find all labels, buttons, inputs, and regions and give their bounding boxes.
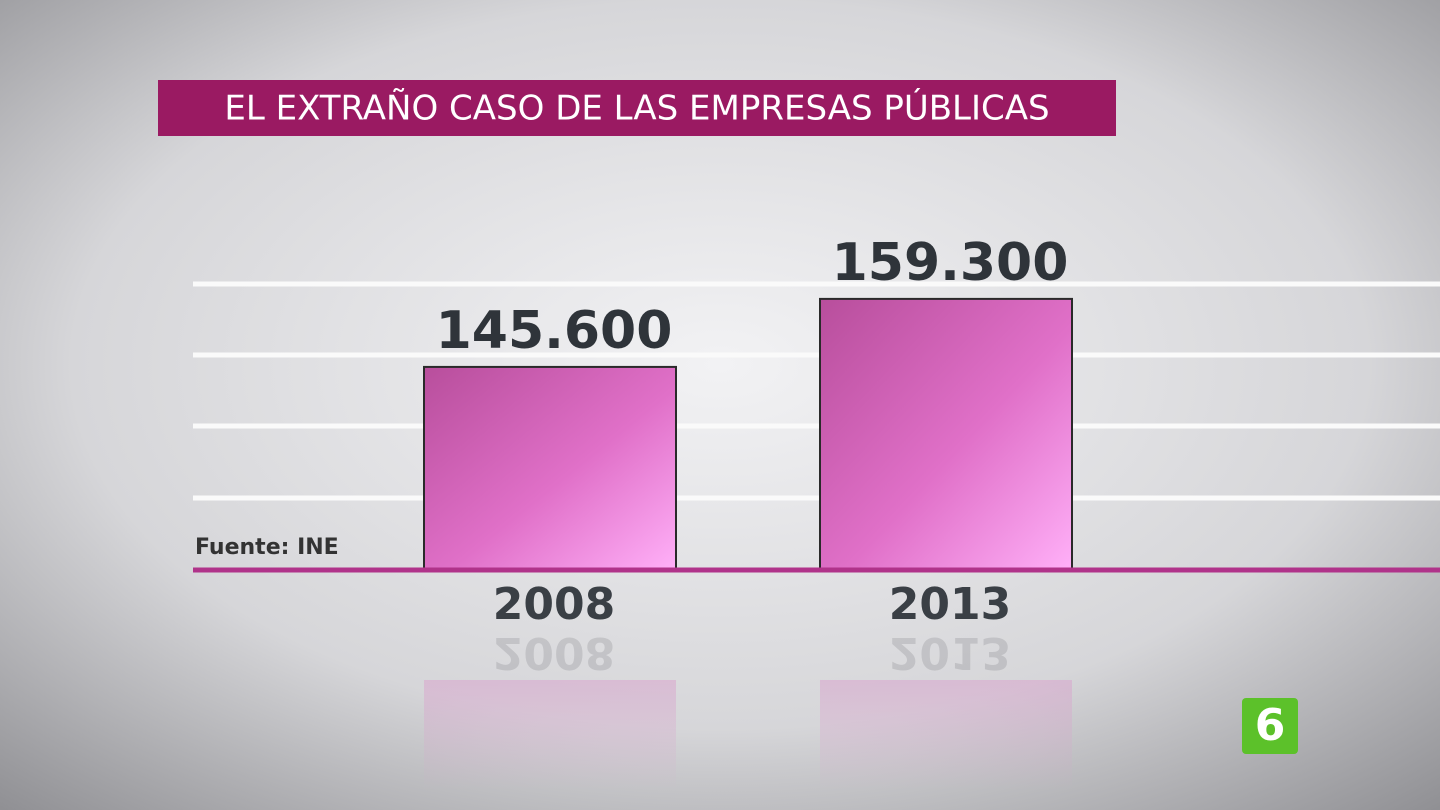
- bar: [423, 365, 677, 571]
- x-tick-label-reflection: 2008: [493, 627, 615, 678]
- value-label: 145.600: [436, 301, 673, 361]
- bar: [819, 297, 1073, 571]
- x-tick-label: 2013: [889, 579, 1011, 630]
- source: Fuente: INE: [195, 535, 339, 560]
- x-tick-label: 2008: [493, 579, 615, 630]
- channel-logo: [1242, 698, 1298, 754]
- x-tick-label-reflection: 2013: [889, 627, 1011, 678]
- title-box: [158, 80, 1116, 136]
- grid: [193, 281, 1440, 501]
- chart-title: EL EXTRAÑO CASO DE LAS EMPRESAS PÚBLICAS: [224, 88, 1049, 129]
- value-label: 159.300: [832, 233, 1069, 293]
- bar-reflection: [820, 680, 1072, 790]
- bar-reflection: [424, 680, 676, 790]
- logo-text: 6: [1255, 700, 1286, 751]
